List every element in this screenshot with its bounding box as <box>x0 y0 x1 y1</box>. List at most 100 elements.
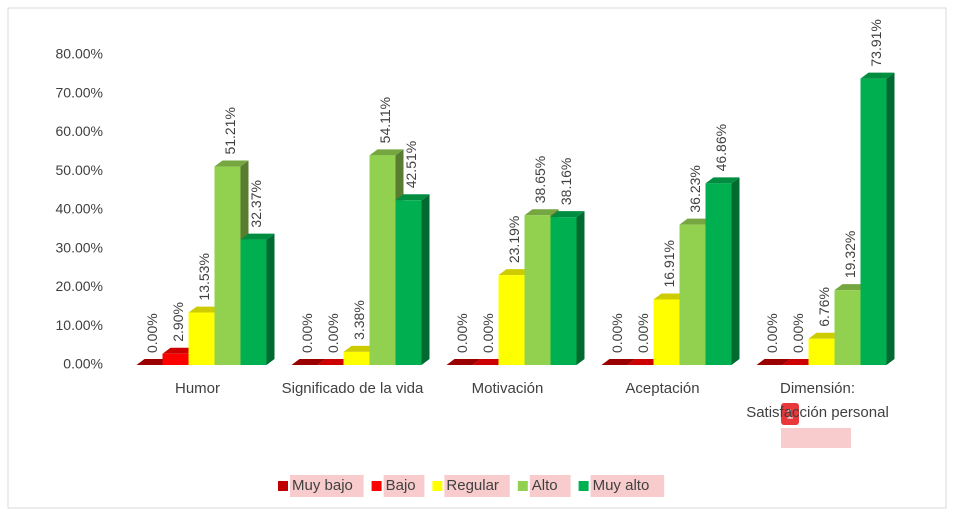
bar-top <box>240 233 275 240</box>
value-label: 36.23% <box>687 165 703 212</box>
legend-swatch <box>517 481 528 491</box>
bar-top <box>550 211 585 218</box>
legend-highlight <box>383 475 425 497</box>
x-tick-label: Motivación <box>471 380 544 397</box>
annotation-highlight <box>781 428 851 448</box>
bar-top <box>834 284 869 291</box>
y-tick-label: 0.00% <box>63 356 103 372</box>
bar <box>188 312 215 365</box>
bar-top <box>188 306 223 313</box>
x-tick-label: Dimensión: Satisfacción personal <box>746 380 889 421</box>
bar-top <box>317 359 352 365</box>
value-label: 0.00% <box>609 313 625 353</box>
x-tick-label: Aceptación <box>625 380 700 397</box>
bar-top <box>162 347 197 354</box>
y-tick-label: 40.00% <box>56 201 103 217</box>
value-label: 16.91% <box>661 240 677 287</box>
bar-side <box>421 194 430 365</box>
value-label: 0.00% <box>635 313 651 353</box>
value-label: 6.76% <box>816 287 832 327</box>
bar <box>162 353 189 365</box>
bar <box>343 351 370 365</box>
value-label: 0.00% <box>790 313 806 353</box>
value-label: 0.00% <box>144 313 160 353</box>
bar-top <box>653 293 688 300</box>
bar <box>524 215 551 365</box>
bar <box>679 224 706 365</box>
bar-side <box>886 72 895 365</box>
bar-top <box>782 359 817 365</box>
bar-side <box>576 211 585 365</box>
bar-top <box>705 177 740 184</box>
bar-top <box>627 359 662 365</box>
legend-highlight <box>290 475 364 497</box>
legend-label: Alto <box>532 477 558 494</box>
y-tick-label: 50.00% <box>56 162 103 178</box>
y-tick-label: 70.00% <box>56 84 103 100</box>
value-label: 23.19% <box>506 216 522 263</box>
y-tick-label: 30.00% <box>56 239 103 255</box>
y-tick-label: 10.00% <box>56 317 103 333</box>
value-label: 0.00% <box>325 313 341 353</box>
value-label: 38.16% <box>558 158 574 205</box>
legend-highlight <box>444 475 510 497</box>
bar-top <box>498 269 533 276</box>
bar-side <box>731 177 740 365</box>
legend-label: Bajo <box>386 477 416 494</box>
bar <box>214 166 241 365</box>
value-label: 13.53% <box>196 253 212 300</box>
value-label: 2.90% <box>170 302 186 342</box>
bar-top <box>214 160 249 167</box>
bar <box>240 239 267 365</box>
value-label: 32.37% <box>248 180 264 227</box>
bar-top <box>291 359 326 365</box>
x-tick-label: Significado de la vida <box>281 380 424 397</box>
legend-label: Muy alto <box>593 477 650 494</box>
value-label: 54.11% <box>377 97 393 143</box>
y-tick-label: 60.00% <box>56 123 103 139</box>
value-label: 38.65% <box>532 156 548 203</box>
value-label: 3.38% <box>351 300 367 340</box>
bar <box>550 217 577 365</box>
bar-top <box>524 209 559 216</box>
bar <box>395 200 422 365</box>
bar-top <box>472 359 507 365</box>
legend-swatch <box>578 481 589 491</box>
legend-swatch <box>371 481 382 491</box>
bar-top <box>343 345 378 352</box>
value-label: 46.86% <box>713 124 729 171</box>
legend-highlight <box>529 475 571 497</box>
value-label: 73.91% <box>868 19 884 66</box>
y-tick-label: 20.00% <box>56 278 103 294</box>
value-label: 19.32% <box>842 231 858 278</box>
value-label: 0.00% <box>764 313 780 353</box>
value-label: 0.00% <box>480 313 496 353</box>
x-tick-label: Humor <box>174 380 220 397</box>
y-tick-label: 80.00% <box>56 46 103 62</box>
bar-top <box>808 332 843 339</box>
bar <box>653 299 680 365</box>
value-label: 51.21% <box>222 107 238 154</box>
bar <box>808 338 835 365</box>
value-label: 42.51% <box>403 141 419 188</box>
bar <box>369 155 396 365</box>
bar-top <box>601 359 636 365</box>
bar-top <box>446 359 481 365</box>
bar-top <box>136 359 171 365</box>
bar-side <box>266 233 275 365</box>
legend-highlight <box>590 475 665 497</box>
legend-label: Muy bajo <box>292 477 353 494</box>
bar <box>498 275 525 365</box>
annotation-badge <box>781 403 799 425</box>
legend-label: Regular <box>446 477 499 494</box>
bar <box>860 78 887 365</box>
bar-top <box>679 218 714 225</box>
annotation-text: 1 <box>786 406 793 421</box>
legend-swatch <box>432 481 443 491</box>
bar-top <box>756 359 791 365</box>
bar-top <box>369 149 404 156</box>
bar <box>705 183 732 365</box>
bar-top <box>860 72 895 79</box>
